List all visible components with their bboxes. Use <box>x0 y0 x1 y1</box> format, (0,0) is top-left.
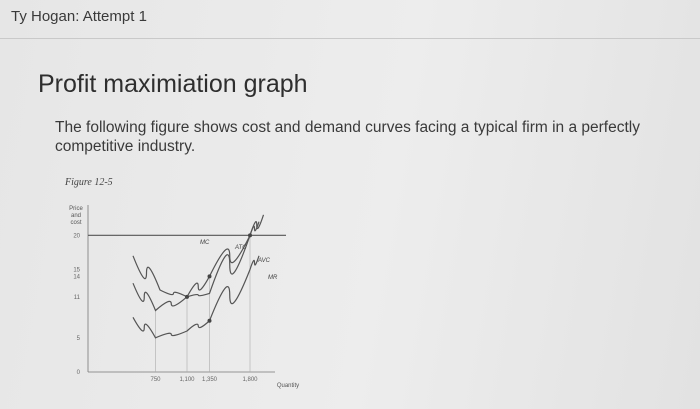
y-axis-label: Price <box>69 206 83 212</box>
intersection-point <box>207 318 212 323</box>
figure-caption: Figure 12-5 <box>65 177 113 188</box>
x-tick-label: 1,800 <box>242 377 258 383</box>
curve-mc <box>132 214 265 312</box>
x-tick-label: 750 <box>150 377 161 383</box>
y-tick-label: 14 <box>73 274 80 280</box>
curve-avc <box>132 255 260 339</box>
y-axis-label: cost <box>70 220 81 226</box>
x-axis-label: Quantity <box>277 383 299 389</box>
question-description: The following figure shows cost and dema… <box>55 119 640 155</box>
x-tick-label: 1,100 <box>179 377 195 383</box>
question-title: Profit maximiation graph <box>38 70 308 98</box>
intersection-point <box>185 294 189 299</box>
intersection-point <box>207 274 212 279</box>
y-tick-label: 0 <box>77 370 81 376</box>
y-tick-label: 20 <box>73 233 80 239</box>
y-tick-label: 11 <box>74 295 81 301</box>
curve-atc <box>132 221 260 298</box>
y-axis-label: and <box>71 213 81 219</box>
attempt-title: Ty Hogan: Attempt 1 <box>11 8 147 25</box>
curve-label-mc: MC <box>200 240 210 246</box>
intersection-point <box>248 233 252 238</box>
curve-label-avc: AVC <box>257 258 271 264</box>
curve-label-mr: MR <box>268 275 278 281</box>
y-tick-label: 15 <box>73 268 80 274</box>
header-divider <box>0 38 700 39</box>
y-tick-label: 5 <box>77 336 81 342</box>
x-tick-label: 1,350 <box>202 377 218 383</box>
curve-label-atc: ATC <box>234 245 247 251</box>
